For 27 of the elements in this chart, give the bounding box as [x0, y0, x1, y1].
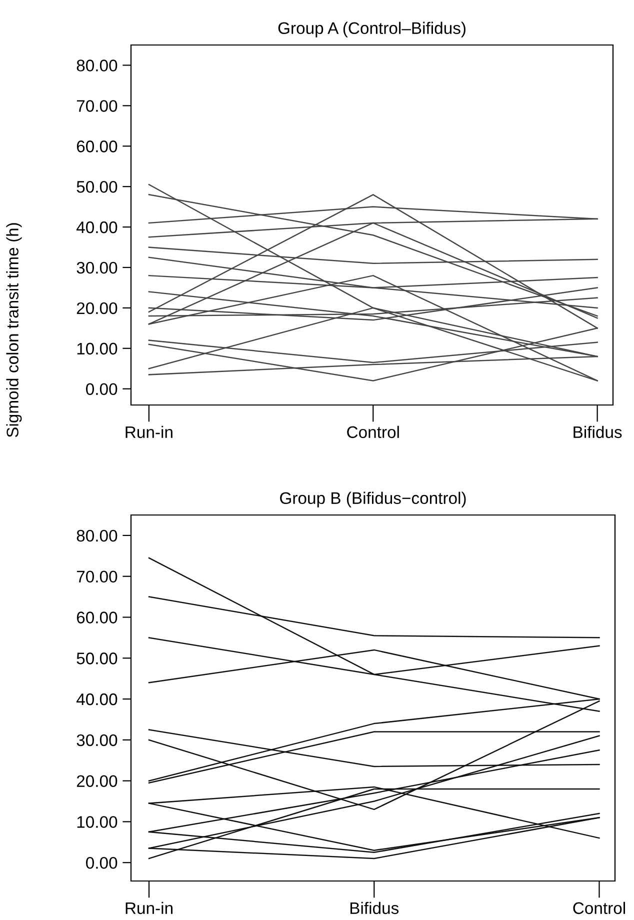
y-tick-label: 60.00: [76, 140, 118, 152]
y-tick-label: 80.00: [76, 60, 118, 72]
y-tick-label: 0.00: [86, 857, 118, 869]
y-tick-label: 80.00: [76, 530, 118, 542]
y-tick-label: 30.00: [76, 734, 118, 746]
x-tick-label: Control: [347, 426, 399, 438]
x-tick-label: Bifidus: [350, 902, 399, 914]
y-tick-label: 20.00: [76, 775, 118, 788]
y-tick-label: 20.00: [76, 302, 118, 314]
y-tick-label: 30.00: [76, 262, 118, 274]
x-tick-label: Run-in: [126, 902, 172, 914]
chart-title: Group A (Control–Bifidus): [278, 22, 466, 38]
y-tick-label: 50.00: [76, 180, 118, 193]
y-tick-label: 10.00: [77, 342, 118, 355]
x-tick-label: Bifidus: [574, 426, 622, 438]
x-tick-label: Control: [573, 902, 625, 914]
y-tick-label: 40.00: [76, 221, 118, 234]
chart-title: Group B (Bifidus−control): [280, 492, 466, 508]
y-tick-label: 0.00: [86, 383, 118, 396]
y-tick-label: 60.00: [76, 612, 118, 624]
y-tick-label: 70.00: [76, 570, 118, 583]
x-tick-label: Run-in: [126, 426, 172, 438]
y-tick-label: 70.00: [76, 100, 118, 112]
y-tick-label: 50.00: [76, 652, 118, 664]
y-axis-title: Sigmoid colon transit time (h): [6, 223, 22, 438]
y-tick-label: 10.00: [77, 816, 118, 828]
y-tick-label: 40.00: [76, 693, 118, 706]
